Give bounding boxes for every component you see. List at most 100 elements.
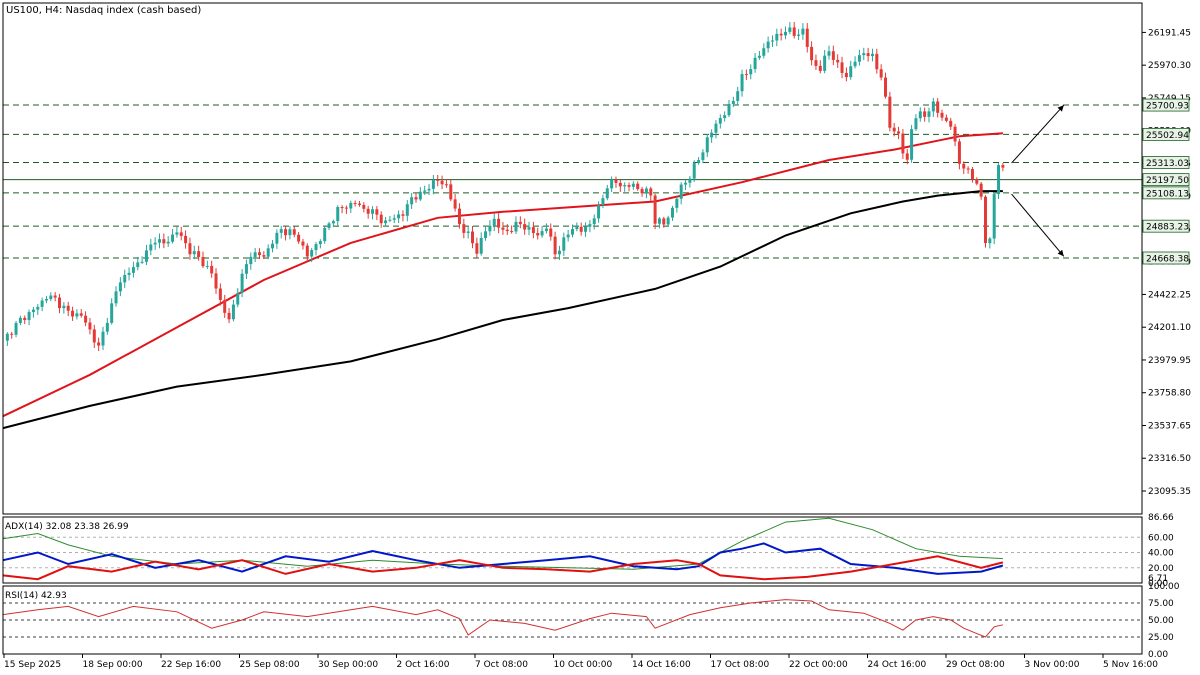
candle[interactable] [53, 292, 57, 302]
rsi-panel[interactable] [2, 599, 1142, 638]
candle[interactable] [131, 261, 135, 278]
candle[interactable] [618, 179, 622, 192]
candle[interactable] [427, 184, 431, 196]
candle[interactable] [527, 221, 531, 236]
candle[interactable] [557, 245, 561, 260]
candle[interactable] [431, 174, 435, 195]
candle[interactable] [936, 98, 940, 118]
candle[interactable] [10, 331, 14, 339]
candle[interactable] [292, 226, 296, 238]
candle[interactable] [18, 315, 22, 326]
candle[interactable] [784, 26, 788, 40]
candle[interactable] [214, 268, 218, 294]
candle[interactable] [310, 247, 314, 263]
candle[interactable] [249, 252, 253, 270]
candle[interactable] [692, 160, 696, 182]
candle[interactable] [62, 302, 66, 314]
candle[interactable] [849, 60, 853, 80]
candle[interactable] [71, 306, 75, 321]
candle[interactable] [484, 225, 488, 241]
candle[interactable] [740, 69, 744, 97]
candle[interactable] [184, 230, 188, 249]
candle[interactable] [453, 194, 457, 212]
candle[interactable] [262, 251, 266, 260]
candle[interactable] [123, 269, 127, 288]
candle[interactable] [475, 237, 479, 258]
candle[interactable] [988, 237, 992, 249]
candle[interactable] [75, 309, 79, 320]
candle[interactable] [801, 23, 805, 40]
candle[interactable] [544, 223, 548, 234]
candle[interactable] [757, 50, 761, 60]
candle[interactable] [384, 216, 388, 227]
candle[interactable] [644, 186, 648, 199]
candle[interactable] [188, 237, 192, 260]
price-panel[interactable] [2, 22, 1142, 430]
candle[interactable] [175, 226, 179, 238]
candle[interactable] [14, 320, 18, 338]
candle[interactable] [201, 251, 205, 269]
candle[interactable] [910, 124, 914, 163]
candle[interactable] [827, 45, 831, 60]
candle[interactable] [305, 243, 309, 262]
candle[interactable] [623, 182, 627, 192]
candle[interactable] [866, 47, 870, 62]
candle[interactable] [457, 203, 461, 229]
candle[interactable] [375, 206, 379, 221]
candle[interactable] [918, 107, 922, 122]
candle[interactable] [571, 224, 574, 238]
candle[interactable] [662, 216, 666, 228]
candle[interactable] [575, 222, 579, 232]
candle[interactable] [179, 226, 183, 241]
candle[interactable] [679, 182, 683, 205]
candle[interactable] [436, 174, 440, 187]
candle[interactable] [862, 47, 866, 61]
candle[interactable] [357, 201, 361, 207]
candle[interactable] [797, 29, 801, 41]
candle[interactable] [823, 50, 827, 74]
candle[interactable] [875, 48, 879, 74]
candle[interactable] [501, 221, 505, 235]
candle[interactable] [736, 86, 740, 106]
candle[interactable] [710, 129, 714, 143]
candle[interactable] [531, 221, 535, 239]
candle[interactable] [888, 91, 892, 132]
candle[interactable] [471, 226, 475, 249]
candle[interactable] [366, 205, 370, 219]
candle[interactable] [562, 232, 566, 256]
candle[interactable] [857, 49, 861, 66]
candle[interactable] [92, 324, 96, 349]
candle[interactable] [962, 161, 966, 175]
candle[interactable] [727, 99, 731, 118]
candle[interactable] [966, 166, 970, 174]
candle[interactable] [49, 292, 53, 302]
candle[interactable] [344, 205, 348, 214]
candle[interactable] [601, 194, 605, 208]
candle[interactable] [244, 259, 248, 280]
candle[interactable] [318, 239, 322, 249]
candle[interactable] [388, 216, 392, 223]
candle[interactable] [870, 48, 874, 62]
candle[interactable] [479, 232, 483, 256]
candle[interactable] [705, 134, 709, 157]
candle[interactable] [192, 245, 196, 260]
candle[interactable] [114, 286, 118, 307]
candle[interactable] [805, 23, 809, 53]
candle[interactable] [940, 109, 944, 121]
candle[interactable] [153, 237, 157, 250]
candle[interactable] [688, 175, 692, 188]
candle[interactable] [905, 149, 909, 165]
candle[interactable] [949, 117, 953, 130]
candle[interactable] [423, 185, 427, 195]
candle[interactable] [449, 179, 453, 202]
candle[interactable] [718, 114, 722, 129]
candle[interactable] [592, 214, 596, 230]
candle[interactable] [401, 210, 405, 222]
candle[interactable] [788, 22, 792, 35]
candle[interactable] [171, 228, 175, 244]
candle[interactable] [340, 205, 344, 214]
candle[interactable] [605, 184, 609, 201]
candle[interactable] [879, 64, 883, 81]
candle[interactable] [327, 221, 331, 230]
candle[interactable] [640, 186, 644, 197]
